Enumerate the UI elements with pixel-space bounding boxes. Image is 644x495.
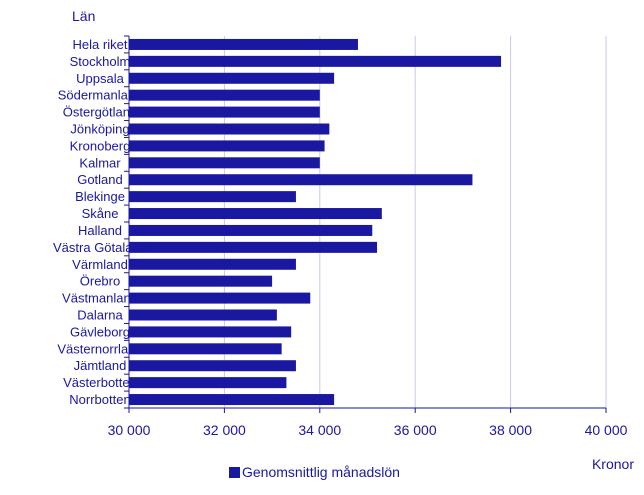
category-label: Skåne: [82, 206, 119, 221]
category-label: Halland: [78, 223, 122, 238]
bar: [129, 292, 311, 304]
legend: Genomsnittlig månadslön: [229, 464, 400, 480]
bar: [129, 360, 296, 372]
category-label: Västra Götaland: [53, 240, 147, 255]
bar: [129, 191, 296, 203]
bar: [129, 89, 320, 101]
legend-label: Genomsnittlig månadslön: [242, 464, 400, 480]
bar: [129, 394, 335, 406]
bar: [129, 123, 330, 135]
category-label: Örebro: [80, 274, 120, 289]
category-label: Jönköping: [70, 122, 129, 137]
category-label: Norrbotten: [69, 392, 130, 407]
category-label: Jämtland: [74, 358, 127, 373]
bar: [129, 72, 335, 84]
x-tick-label: 38 000: [489, 422, 532, 438]
bar: [129, 208, 382, 220]
bar: [129, 275, 273, 287]
bar: [129, 258, 296, 270]
x-tick-label: 36 000: [394, 422, 437, 438]
category-label: Östergötland: [63, 105, 137, 120]
category-label: Dalarna: [77, 308, 123, 323]
category-label: Värmland: [72, 257, 128, 272]
bar: [129, 224, 373, 236]
bar: [129, 174, 473, 186]
bars: [129, 38, 502, 406]
category-label: Gotland: [77, 172, 123, 187]
category-label: Uppsala: [76, 71, 124, 86]
x-tick-label: 32 000: [203, 422, 246, 438]
category-label: Västmanland: [62, 291, 138, 306]
bar: [129, 377, 287, 389]
axes: [124, 35, 607, 413]
bar: [129, 241, 378, 253]
y-axis-title: Län: [72, 8, 95, 24]
category-label: Kalmar: [79, 155, 121, 170]
bar: [129, 326, 292, 338]
category-label: Västerbotten: [63, 375, 137, 390]
x-tick-label: 30 000: [108, 422, 151, 438]
category-label: Kronoberg: [70, 138, 131, 153]
legend-swatch: [229, 467, 240, 478]
category-labels: Hela riket Stockholm Uppsala Södermanland Ös…: [53, 37, 147, 407]
bar: [129, 157, 320, 169]
bar: [129, 343, 282, 355]
category-label: Södermanland: [58, 88, 143, 103]
category-label: Gävleborg: [70, 324, 130, 339]
x-tick-label: 40 000: [585, 422, 628, 438]
bar: [129, 106, 320, 118]
category-label: Västernorrland: [57, 341, 142, 356]
bar: [129, 140, 325, 152]
x-tick-labels: 30 000 32 000 34 000 36 000 38 000 40 000: [108, 422, 628, 438]
category-label: Stockholm: [70, 54, 131, 69]
bar: [129, 38, 358, 50]
x-axis-title: Kronor: [592, 456, 634, 472]
category-label: Hela riket: [73, 37, 128, 52]
bar: [129, 55, 502, 67]
category-label: Blekinge: [75, 189, 125, 204]
x-tick-label: 34 000: [298, 422, 341, 438]
bar: [129, 309, 277, 321]
